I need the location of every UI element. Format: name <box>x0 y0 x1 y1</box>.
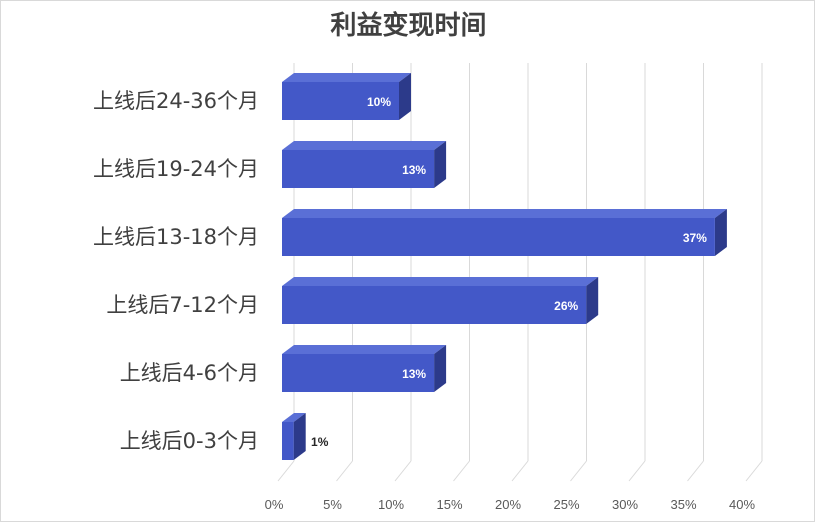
gridline-floor <box>453 460 470 482</box>
data-label: 10% <box>367 95 391 109</box>
gridline-floor <box>628 460 646 482</box>
bar-top-face <box>282 345 447 354</box>
chart-title: 利益变现时间 <box>330 11 487 41</box>
x-tick-label: 35% <box>670 497 696 512</box>
gridline-floor <box>394 460 412 482</box>
category-label: 上线后0-3个月 <box>120 429 259 453</box>
x-tick-label: 40% <box>729 497 755 512</box>
bar-side-face <box>714 209 727 256</box>
bar-side-face <box>586 277 599 324</box>
data-label: 1% <box>311 435 329 449</box>
data-label: 26% <box>554 299 578 313</box>
gridline-floor <box>687 460 704 482</box>
bar-top-face <box>282 209 727 218</box>
data-label: 37% <box>683 231 707 245</box>
bar-top-face <box>282 141 447 150</box>
bar <box>282 286 587 324</box>
category-label: 上线后13-18个月 <box>93 225 259 249</box>
x-tick-label: 0% <box>265 497 284 512</box>
bar <box>282 150 435 188</box>
bar-top-face <box>282 413 306 422</box>
bar-side-face <box>434 345 447 392</box>
x-tick-label: 15% <box>436 497 462 512</box>
category-label: 上线后19-24个月 <box>93 157 259 181</box>
data-label: 13% <box>402 163 426 177</box>
bar <box>282 82 399 120</box>
gridline-floor <box>745 460 763 482</box>
data-label: 13% <box>402 367 426 381</box>
gridline-floor <box>511 460 529 482</box>
bar <box>282 218 715 256</box>
x-tick-label: 25% <box>553 497 579 512</box>
gridline-floor <box>277 460 295 482</box>
bar-top-face <box>282 73 411 82</box>
x-tick-label: 30% <box>612 497 638 512</box>
category-label: 上线后24-36个月 <box>93 89 259 113</box>
category-label: 上线后4-6个月 <box>120 361 259 385</box>
bar-side-face <box>293 413 306 460</box>
bar-side-face <box>399 73 411 120</box>
bar <box>282 422 294 460</box>
x-tick-label: 10% <box>378 497 404 512</box>
gridline-floor <box>336 460 353 482</box>
bar-side-face <box>434 141 447 188</box>
gridline-floor <box>570 460 587 482</box>
bar <box>282 354 435 392</box>
category-label: 上线后7-12个月 <box>106 293 259 317</box>
x-tick-label: 5% <box>323 497 342 512</box>
bar-top-face <box>282 277 599 286</box>
x-tick-label: 20% <box>495 497 521 512</box>
